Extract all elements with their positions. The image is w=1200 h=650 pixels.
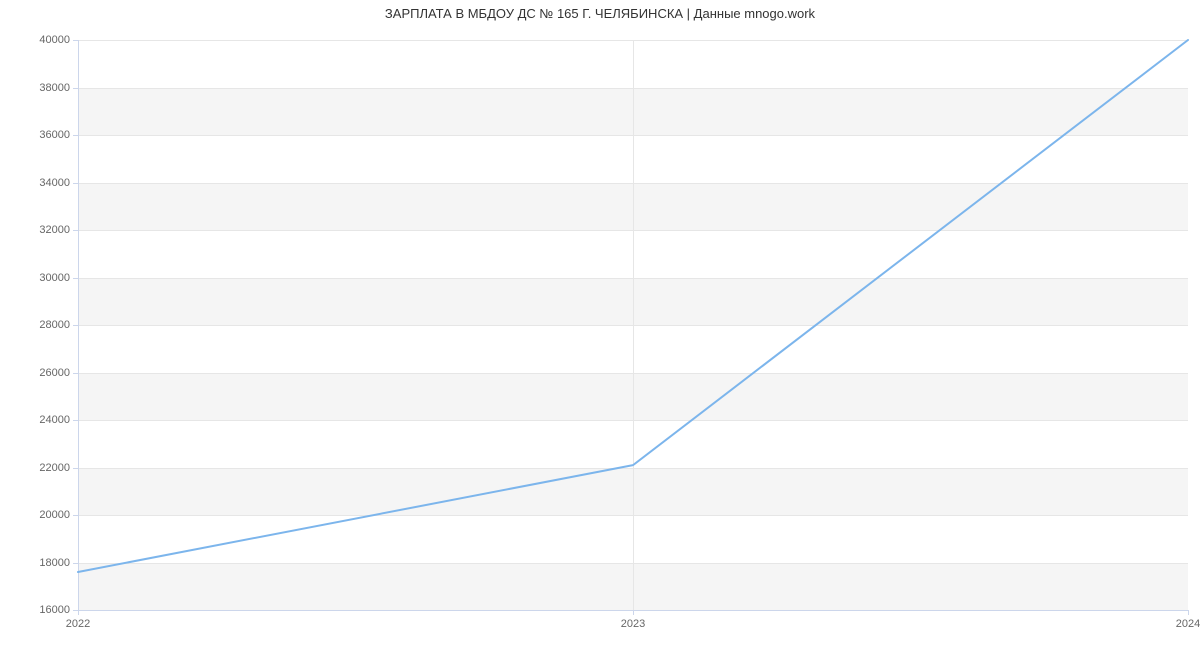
- x-tick-label: 2023: [621, 618, 645, 630]
- y-tick-label: 38000: [39, 82, 70, 94]
- series-line: [78, 40, 1188, 572]
- y-tick-label: 28000: [39, 319, 70, 331]
- y-tick-label: 34000: [39, 177, 70, 189]
- salary-line-chart: ЗАРПЛАТА В МБДОУ ДС № 165 Г. ЧЕЛЯБИНСКА …: [0, 0, 1200, 650]
- series-layer: [78, 40, 1188, 610]
- chart-title: ЗАРПЛАТА В МБДОУ ДС № 165 Г. ЧЕЛЯБИНСКА …: [0, 6, 1200, 21]
- y-tick-label: 24000: [39, 414, 70, 426]
- plot-area: 1600018000200002200024000260002800030000…: [78, 40, 1188, 610]
- x-axis-line: [78, 610, 1188, 611]
- y-tick-label: 36000: [39, 129, 70, 141]
- x-tick-label: 2024: [1176, 618, 1200, 630]
- x-tick-mark: [1188, 610, 1189, 615]
- y-tick-label: 18000: [39, 557, 70, 569]
- y-tick-label: 26000: [39, 367, 70, 379]
- y-tick-label: 22000: [39, 462, 70, 474]
- y-tick-label: 32000: [39, 224, 70, 236]
- x-tick-label: 2022: [66, 618, 90, 630]
- y-tick-label: 30000: [39, 272, 70, 284]
- y-tick-label: 40000: [39, 34, 70, 46]
- y-tick-label: 16000: [39, 604, 70, 616]
- y-tick-label: 20000: [39, 509, 70, 521]
